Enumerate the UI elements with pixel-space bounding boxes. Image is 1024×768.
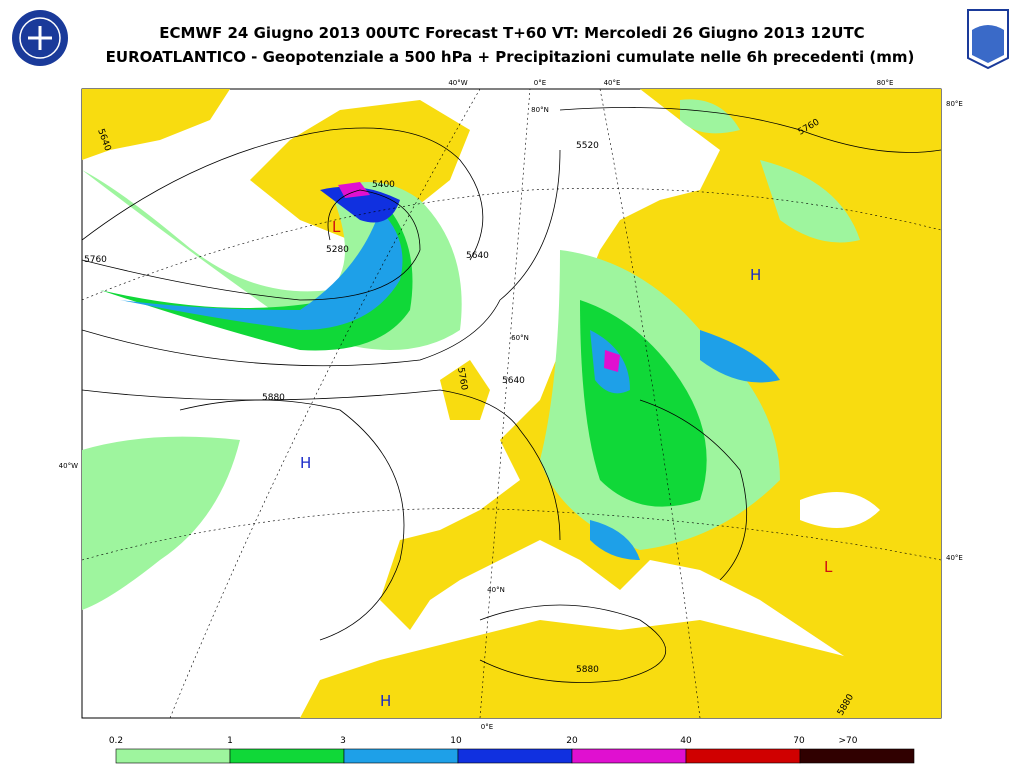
graticule: [82, 89, 941, 718]
high-center: H: [380, 692, 391, 710]
contour: [82, 149, 561, 367]
logo-right: [967, 9, 1009, 70]
contour: [82, 389, 561, 541]
precip: [338, 182, 370, 198]
legend-swatch: [571, 748, 687, 764]
map: 40°W 0°E 40°E 80°E 80°E 40°W 40°E 40°N 0…: [59, 79, 963, 731]
contour: [82, 189, 421, 301]
contour: [559, 107, 941, 153]
precip: [120, 210, 403, 330]
coord-label: 40°E: [946, 554, 963, 562]
low-center: L: [824, 558, 833, 576]
title-line: ECMWF 24 Giugno 2013 00UTC Forecast T+60…: [159, 24, 864, 42]
contour: [179, 399, 405, 641]
legend-label: 40: [680, 736, 692, 746]
legend: 0.2 1 3 10 20 40 70 >70: [109, 736, 915, 764]
legend-label: 1: [227, 736, 233, 746]
coord-label: 0°E: [481, 723, 493, 731]
contour-label: 5640: [466, 251, 489, 261]
land: [300, 620, 941, 718]
coord-label: 0°E: [534, 79, 546, 87]
legend-swatch: [343, 748, 459, 764]
contour-label: 5880: [262, 393, 285, 403]
contour: [82, 127, 484, 261]
legend-swatch: [799, 748, 915, 764]
contour-label: 5880: [576, 665, 599, 675]
low-center: L: [332, 218, 341, 236]
contour-label: 5520: [576, 141, 599, 151]
coord-label: 60°N: [511, 334, 529, 342]
legend-label: 3: [340, 736, 346, 746]
contour-label: 5400: [372, 180, 395, 190]
precip: [82, 436, 240, 610]
legend-swatch: [115, 748, 231, 764]
coord-label: 40°N: [487, 586, 505, 594]
legend-label: 10: [450, 736, 462, 746]
coord-label: 80°E: [877, 79, 894, 87]
land: [800, 492, 880, 528]
legend-label: 20: [566, 736, 578, 746]
coord-label: 40°W: [448, 79, 467, 87]
coord-label: 40°W: [59, 462, 78, 470]
legend-swatch: [229, 748, 345, 764]
high-center: H: [750, 266, 761, 284]
legend-label: 0.2: [109, 736, 123, 746]
coord-label: 80°E: [946, 100, 963, 108]
title-line: EUROATLANTICO - Geopotenziale a 500 hPa …: [106, 48, 915, 66]
contour-label: 5280: [326, 245, 349, 255]
legend-label: >70: [839, 736, 858, 746]
contour: [639, 399, 748, 581]
coord-label: 40°E: [604, 79, 621, 87]
contour-label: 5760: [455, 367, 469, 392]
logo-left: [12, 10, 68, 66]
contour-label: 5760: [84, 255, 107, 265]
coord-label: 80°N: [531, 106, 549, 114]
land: [440, 360, 490, 420]
high-center: H: [300, 454, 311, 472]
contour-label: 5640: [502, 376, 525, 386]
land: [82, 89, 230, 160]
contour: [479, 604, 667, 683]
precip: [680, 99, 860, 243]
legend-swatch: [685, 748, 801, 764]
precip: [604, 350, 620, 372]
legend-label: 70: [793, 736, 805, 746]
precip: [320, 186, 400, 223]
legend-swatch: [457, 748, 573, 764]
